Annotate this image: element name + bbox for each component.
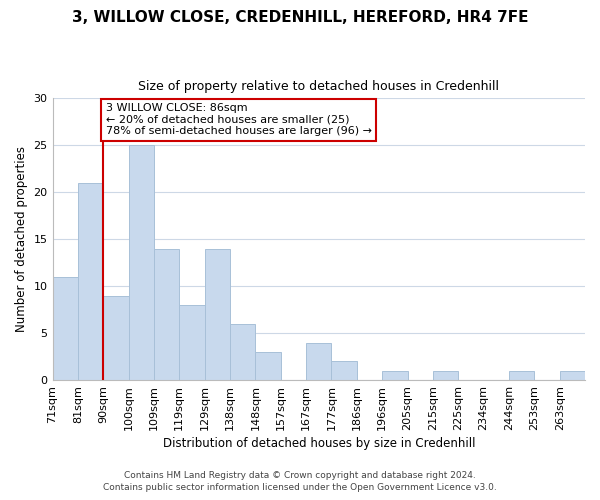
Bar	[103, 296, 128, 380]
Bar	[509, 370, 534, 380]
Bar	[433, 370, 458, 380]
Title: Size of property relative to detached houses in Credenhill: Size of property relative to detached ho…	[138, 80, 499, 93]
Text: Contains HM Land Registry data © Crown copyright and database right 2024.
Contai: Contains HM Land Registry data © Crown c…	[103, 471, 497, 492]
Text: 3, WILLOW CLOSE, CREDENHILL, HEREFORD, HR4 7FE: 3, WILLOW CLOSE, CREDENHILL, HEREFORD, H…	[72, 10, 528, 25]
Y-axis label: Number of detached properties: Number of detached properties	[15, 146, 28, 332]
Bar	[179, 305, 205, 380]
X-axis label: Distribution of detached houses by size in Credenhill: Distribution of detached houses by size …	[163, 437, 475, 450]
Bar	[306, 342, 331, 380]
Bar	[256, 352, 281, 380]
Bar	[560, 370, 585, 380]
Bar	[154, 248, 179, 380]
Bar	[382, 370, 407, 380]
Bar	[331, 362, 357, 380]
Text: 3 WILLOW CLOSE: 86sqm
← 20% of detached houses are smaller (25)
78% of semi-deta: 3 WILLOW CLOSE: 86sqm ← 20% of detached …	[106, 103, 372, 136]
Bar	[53, 277, 78, 380]
Bar	[230, 324, 256, 380]
Bar	[128, 146, 154, 380]
Bar	[205, 248, 230, 380]
Bar	[78, 183, 103, 380]
